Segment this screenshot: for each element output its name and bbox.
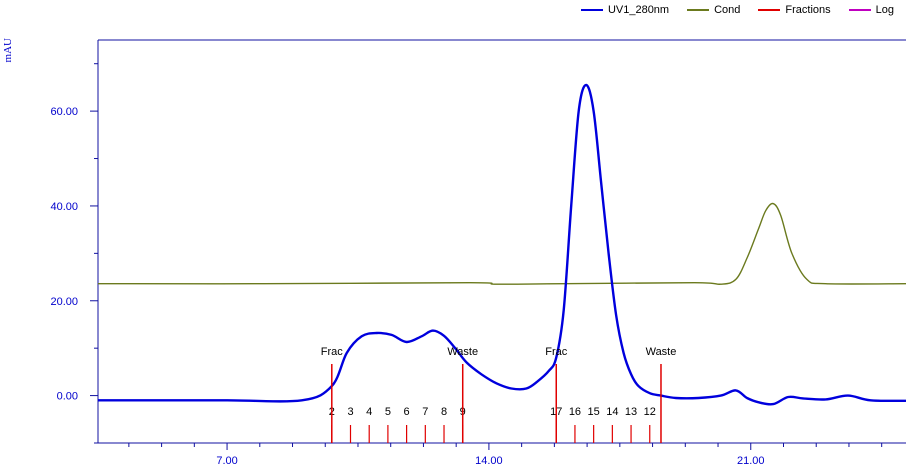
fraction-number-label: 12 [644,406,656,418]
legend-label-cond: Cond [714,4,741,16]
legend-item-uv[interactable]: UV1_280nm [580,4,670,16]
y-tick-label: 40.00 [50,201,78,213]
fraction-number-label: 16 [569,406,581,418]
fraction-boundary-label: Frac [321,346,344,358]
axes: 0.00 20.00 40.00 60.00 7.00 14.00 21.00 [50,39,906,467]
legend-item-fractions[interactable]: Fractions [758,4,831,16]
traces [97,83,906,406]
fraction-number-label: 8 [441,406,447,418]
fraction-number-label: 7 [422,406,428,418]
legend-swatch-fractions [758,9,781,11]
legend-label-uv: UV1_280nm [607,4,670,16]
legend-item-log[interactable]: Log [848,4,894,16]
cond-trace [97,202,906,285]
legend-item-cond[interactable]: Cond [687,4,740,16]
fraction-number-label: 4 [366,406,372,418]
fraction-number-label: 14 [606,406,618,418]
uv-trace [98,83,906,406]
legend-label-log: Log [875,4,894,16]
x-tick-label: 14.00 [475,455,503,467]
fraction-number-label: 5 [385,406,391,418]
legend-swatch-log [848,9,871,11]
legend-swatch-cond [687,9,710,11]
x-tick-label: 21.00 [737,455,765,467]
legend: UV1_280nm Cond Fractions Log [580,4,894,16]
fraction-boundary-label: Frac [545,346,568,358]
y-tick-label: 60.00 [50,106,78,118]
fraction-number-label: 3 [347,406,353,418]
x-tick-label: 7.00 [216,455,237,467]
fraction-boundary-label: Waste [646,346,677,358]
fraction-number-label: 15 [588,406,600,418]
y-tick-label: 0.00 [57,391,78,403]
fraction-number-label: 6 [404,406,410,418]
fraction-boundary-label: Waste [447,346,478,358]
fraction-number-label: 13 [625,406,637,418]
legend-swatch-uv [580,9,603,11]
fraction-markers: 23456789171615141312FracWasteFracWaste [321,346,677,443]
legend-label-fractions: Fractions [785,4,831,16]
y-tick-label: 20.00 [50,296,78,308]
